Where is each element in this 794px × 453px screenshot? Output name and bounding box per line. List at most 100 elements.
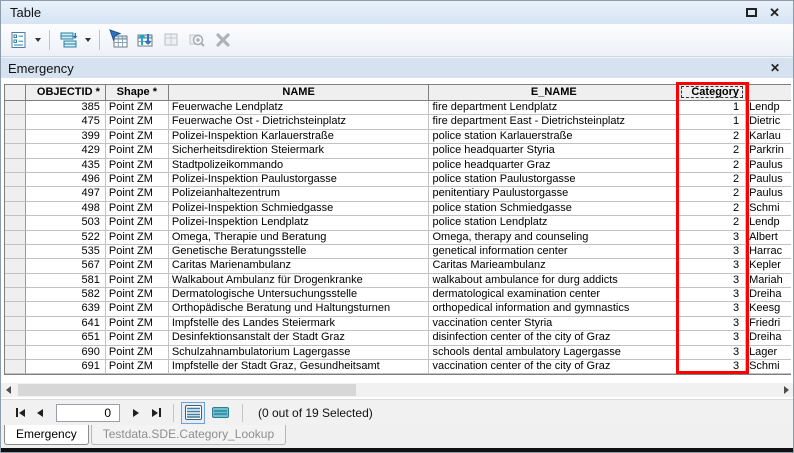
cell-trailing[interactable]: Karlau bbox=[746, 130, 792, 145]
cell-trailing[interactable]: Paulus bbox=[746, 159, 792, 173]
cell-e-name[interactable]: police headquarter Graz bbox=[429, 158, 680, 173]
cell-name[interactable]: Caritas Marienambulanz bbox=[168, 259, 430, 274]
maximize-icon[interactable] bbox=[746, 7, 758, 17]
cell-name[interactable]: Stadtpolizeikommando bbox=[168, 158, 430, 173]
cell-shape[interactable]: Point ZM bbox=[105, 201, 169, 217]
cell-category[interactable]: 1 bbox=[679, 115, 747, 130]
cell-e-name[interactable]: genetical information center bbox=[429, 244, 680, 260]
cell-trailing[interactable]: Dietric bbox=[746, 115, 792, 130]
cell-category[interactable]: 3 bbox=[679, 302, 747, 317]
cell-objectid[interactable]: 435 bbox=[25, 158, 106, 173]
cell-e-name[interactable]: walkabout ambulance for durg addicts bbox=[429, 273, 680, 289]
cell-objectid[interactable]: 567 bbox=[25, 259, 106, 274]
cell-shape[interactable]: Point ZM bbox=[105, 331, 169, 346]
cell-category[interactable]: 1 bbox=[679, 101, 747, 116]
row-selector[interactable] bbox=[5, 273, 26, 289]
table-options-dropdown-icon[interactable] bbox=[35, 38, 41, 42]
row-selector[interactable] bbox=[5, 360, 26, 375]
row-selector[interactable] bbox=[5, 201, 26, 217]
switch-selection-icon[interactable] bbox=[134, 29, 156, 51]
cell-trailing[interactable]: Schmi bbox=[746, 360, 792, 375]
cell-shape[interactable]: Point ZM bbox=[105, 259, 169, 274]
cell-name[interactable]: Polizei-Inspektion Karlauerstraße bbox=[168, 129, 430, 145]
cell-category[interactable]: 3 bbox=[679, 259, 747, 274]
header-category[interactable]: Category bbox=[679, 85, 747, 101]
cell-trailing[interactable]: Dreiha bbox=[746, 331, 792, 346]
row-selector[interactable] bbox=[5, 216, 26, 231]
row-selector[interactable] bbox=[5, 259, 26, 274]
cell-shape[interactable]: Point ZM bbox=[105, 244, 169, 260]
row-selector[interactable] bbox=[5, 172, 26, 188]
cell-shape[interactable]: Point ZM bbox=[105, 144, 169, 159]
cell-name[interactable]: Feuerwache Ost - Dietrichsteinplatz bbox=[168, 115, 430, 130]
cell-e-name[interactable]: vaccination center Styria bbox=[429, 316, 680, 332]
cell-objectid[interactable]: 496 bbox=[25, 172, 106, 188]
cell-name[interactable]: Polizeianhaltezentrum bbox=[168, 187, 430, 202]
previous-record-icon[interactable] bbox=[30, 403, 50, 423]
row-selector[interactable] bbox=[5, 187, 26, 202]
cell-e-name[interactable]: police station Karlauerstraße bbox=[429, 129, 680, 145]
cell-trailing[interactable]: Keesg bbox=[746, 302, 792, 317]
cell-category[interactable]: 2 bbox=[679, 144, 747, 159]
scroll-left-icon[interactable] bbox=[0, 383, 16, 397]
cell-trailing[interactable]: Friedri bbox=[746, 317, 792, 332]
cell-category[interactable]: 3 bbox=[679, 244, 747, 260]
cell-objectid[interactable]: 582 bbox=[25, 288, 106, 303]
cell-trailing[interactable]: Lendp bbox=[746, 216, 792, 231]
cell-category[interactable]: 3 bbox=[679, 273, 747, 289]
row-selector[interactable] bbox=[5, 158, 26, 173]
cell-name[interactable]: Dermatologische Untersuchungsstelle bbox=[168, 288, 430, 303]
scrollbar-thumb[interactable] bbox=[18, 384, 356, 396]
show-selected-records-icon[interactable] bbox=[208, 402, 232, 424]
cell-category[interactable]: 3 bbox=[679, 360, 747, 375]
cell-objectid[interactable]: 503 bbox=[25, 216, 106, 231]
delete-selected-icon[interactable] bbox=[212, 29, 234, 51]
row-selector[interactable] bbox=[5, 302, 26, 317]
row-selector[interactable] bbox=[5, 115, 26, 130]
cell-shape[interactable]: Point ZM bbox=[105, 187, 169, 202]
cell-category[interactable]: 3 bbox=[679, 230, 747, 245]
row-selector[interactable] bbox=[5, 345, 26, 361]
row-selector[interactable] bbox=[5, 230, 26, 245]
cell-shape[interactable]: Point ZM bbox=[105, 360, 169, 375]
cell-e-name[interactable]: police station Paulustorgasse bbox=[429, 172, 680, 188]
related-tables-icon[interactable] bbox=[58, 29, 80, 51]
cell-trailing[interactable]: Lendp bbox=[746, 101, 792, 116]
cell-category[interactable]: 3 bbox=[679, 331, 747, 346]
cell-name[interactable]: Desinfektionsanstalt der Stadt Graz bbox=[168, 331, 430, 346]
cell-name[interactable]: Genetische Beratungsstelle bbox=[168, 244, 430, 260]
cell-shape[interactable]: Point ZM bbox=[105, 172, 169, 188]
header-row-selector[interactable] bbox=[5, 85, 26, 101]
cell-objectid[interactable]: 497 bbox=[25, 187, 106, 202]
header-objectid[interactable]: OBJECTID * bbox=[25, 85, 106, 101]
cell-shape[interactable]: Point ZM bbox=[105, 230, 169, 245]
cell-objectid[interactable]: 385 bbox=[25, 101, 106, 116]
cell-trailing[interactable]: Albert bbox=[746, 231, 792, 245]
header-e-name[interactable]: E_NAME bbox=[429, 85, 680, 101]
cell-objectid[interactable]: 535 bbox=[25, 244, 106, 260]
cell-e-name[interactable]: Omega, therapy and counseling bbox=[429, 230, 680, 245]
cell-e-name[interactable]: police station Schmiedgasse bbox=[429, 201, 680, 217]
row-selector[interactable] bbox=[5, 129, 26, 145]
cell-name[interactable]: Omega, Therapie und Beratung bbox=[168, 230, 430, 245]
cell-shape[interactable]: Point ZM bbox=[105, 345, 169, 361]
cell-category[interactable]: 3 bbox=[679, 288, 747, 303]
cell-category[interactable]: 3 bbox=[679, 316, 747, 332]
next-record-icon[interactable] bbox=[126, 403, 146, 423]
cell-category[interactable]: 2 bbox=[679, 216, 747, 231]
first-record-icon[interactable] bbox=[10, 403, 30, 423]
cell-category[interactable]: 2 bbox=[679, 158, 747, 173]
cell-objectid[interactable]: 691 bbox=[25, 360, 106, 375]
select-by-attributes-icon[interactable] bbox=[108, 29, 130, 51]
cell-trailing[interactable]: Lager bbox=[746, 346, 792, 361]
last-record-icon[interactable] bbox=[146, 403, 166, 423]
close-icon[interactable]: ✕ bbox=[769, 4, 780, 20]
cell-name[interactable]: Walkabout Ambulanz für Drogenkranke bbox=[168, 273, 430, 289]
cell-category[interactable]: 2 bbox=[679, 201, 747, 217]
cell-objectid[interactable]: 581 bbox=[25, 273, 106, 289]
current-record-input[interactable] bbox=[56, 403, 120, 422]
cell-name[interactable]: Schulzahnambulatorium Lagergasse bbox=[168, 345, 430, 361]
cell-objectid[interactable]: 641 bbox=[25, 316, 106, 332]
cell-e-name[interactable]: police station Lendplatz bbox=[429, 216, 680, 231]
horizontal-scrollbar[interactable] bbox=[0, 383, 794, 397]
